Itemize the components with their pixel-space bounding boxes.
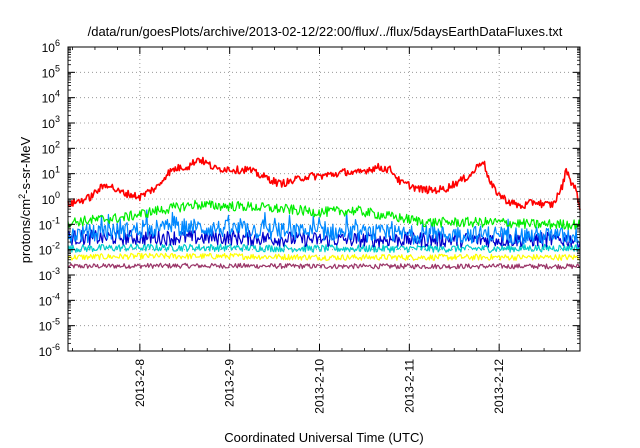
x-tick-label: 2013-2-12 (492, 359, 506, 414)
y-tick-label: 100 (42, 190, 60, 207)
y-axis: 10-6 10-5 10-4 10-3 10-2 10-1 100 101 102 103 104 1… (39, 38, 580, 359)
x-tick-label: 2013-2-10 (313, 359, 327, 414)
x-tick-label: 2013-2-8 (133, 359, 147, 407)
y-axis-label: protons/cm2-s-sr-MeV (17, 136, 33, 263)
y-tick-label: 103 (42, 114, 60, 131)
chart-title: /data/run/goesPlots/archive/2013-02-12/2… (88, 24, 563, 39)
series-line (67, 243, 581, 253)
series-line (67, 252, 581, 261)
y-tick-label: 10-6 (39, 342, 60, 359)
series-layer (67, 156, 581, 270)
x-axis-label: Coordinated Universal Time (UTC) (224, 430, 423, 445)
y-tick-label: 101 (42, 165, 60, 182)
x-tick-label: 2013-2-9 (223, 359, 237, 407)
y-tick-label: 106 (42, 38, 60, 55)
series-line (67, 199, 581, 230)
x-tick-label: 2013-2-11 (402, 359, 416, 413)
y-tick-label: 10-5 (39, 317, 60, 334)
series-line (67, 262, 581, 270)
series-line (67, 209, 581, 245)
y-tick-label: 10-1 (39, 215, 60, 232)
y-tick-label: 105 (42, 63, 60, 80)
y-tick-label: 102 (42, 139, 60, 156)
series-line (67, 156, 581, 211)
y-tick-label: 10-2 (39, 241, 60, 258)
y-tick-label: 10-4 (39, 291, 60, 308)
y-tick-label: 104 (42, 89, 60, 106)
y-tick-label: 10-3 (39, 266, 60, 283)
x-axis: 2013-2-8 2013-2-9 2013-2-10 2013-2-11 2013-2… (72, 47, 567, 414)
